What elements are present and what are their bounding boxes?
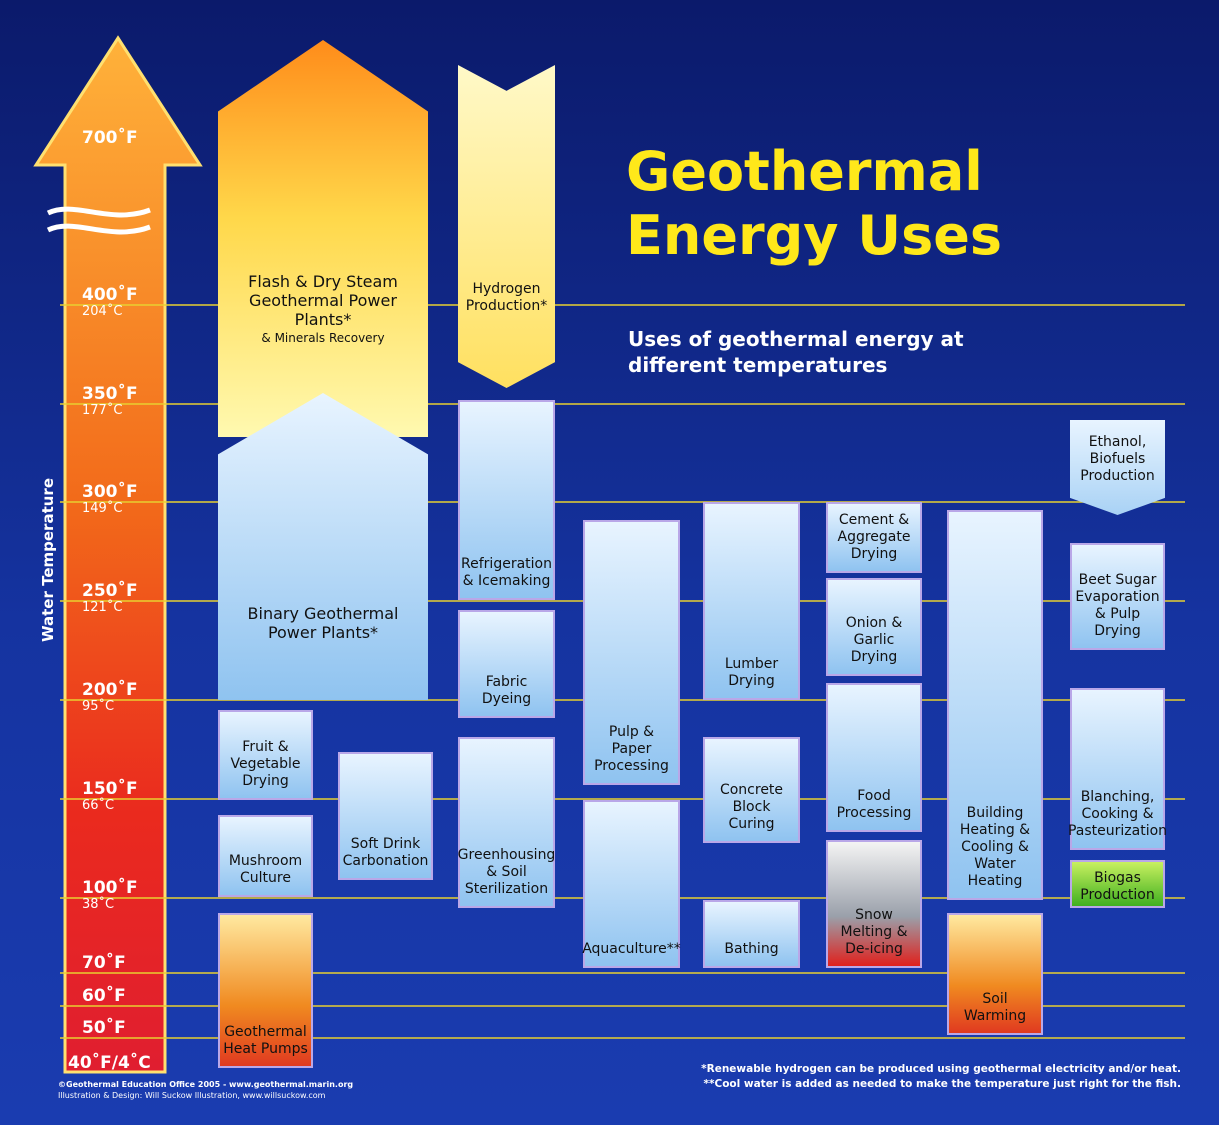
use-box: Concrete Block Curing xyxy=(703,737,800,843)
temperature-label: 250˚F 121˚C xyxy=(82,581,138,616)
celsius: 66˚C xyxy=(82,798,115,813)
scale-break xyxy=(46,206,151,235)
use-label: Lumber Drying xyxy=(724,656,779,689)
use-box: Bathing xyxy=(703,900,800,968)
use-label: Pulp & Paper Processing xyxy=(594,724,669,774)
use-box: Building Heating & Cooling & Water Heati… xyxy=(947,510,1043,900)
use-box: Greenhousing & Soil Sterilization xyxy=(458,737,555,908)
use-box: Blanching, Cooking & Pasteurization xyxy=(1067,688,1168,850)
temperature-label: 300˚F 149˚C xyxy=(82,482,138,517)
use-label: Beet Sugar Evaporation & Pulp Drying xyxy=(1075,572,1160,639)
celsius: 38˚C xyxy=(82,897,115,912)
fahrenheit: 700˚F xyxy=(82,128,138,148)
use-box: Geothermal Heat Pumps xyxy=(218,913,313,1068)
credit: Illustration & Design: Will Suckow Illus… xyxy=(58,1091,326,1100)
temperature-label: 50˚F xyxy=(82,1020,126,1037)
credit: ©Geothermal Education Office 2005 - www.… xyxy=(58,1080,354,1089)
use-label: Fruit & Vegetable Drying xyxy=(230,739,301,789)
celsius: 177˚C xyxy=(82,403,123,418)
use-box: Hydrogen Production* xyxy=(458,65,555,388)
fahrenheit: 40˚F/4˚C xyxy=(68,1053,151,1073)
use-label: Binary Geothermal Power Plants* xyxy=(247,603,399,642)
use-label: Soft Drink Carbonation xyxy=(342,836,429,869)
fahrenheit: 60˚F xyxy=(82,986,126,1006)
use-label: Snow Melting & De-icing xyxy=(840,907,908,957)
temperature-label: 40˚F/4˚C xyxy=(68,1055,151,1072)
fahrenheit: 50˚F xyxy=(82,1018,126,1038)
celsius: 204˚C xyxy=(82,304,123,319)
fahrenheit: 200˚F xyxy=(82,680,138,700)
fahrenheit: 70˚F xyxy=(82,953,126,973)
temperature-label: 700˚F xyxy=(82,130,138,147)
use-label: Building Heating & Cooling & Water Heati… xyxy=(959,805,1031,889)
temperature-label: 200˚F 95˚C xyxy=(82,680,138,715)
fahrenheit: 400˚F xyxy=(82,285,138,305)
use-box: Snow Melting & De-icing xyxy=(826,840,922,968)
use-label: Cement & Aggregate Drying xyxy=(837,512,911,562)
title: Geothermal Energy Uses xyxy=(626,140,1002,267)
temperature-label: 150˚F 66˚C xyxy=(82,779,138,814)
footnote: *Renewable hydrogen can be produced usin… xyxy=(701,1063,1181,1075)
use-box: Mushroom Culture xyxy=(218,815,313,897)
use-box: Soft Drink Carbonation xyxy=(338,752,433,880)
axis-label: Water Temperature xyxy=(39,478,57,642)
use-box: Lumber Drying xyxy=(703,502,800,700)
use-box: Pulp & Paper Processing xyxy=(583,520,680,785)
use-label: Geothermal Heat Pumps xyxy=(223,1024,308,1057)
use-note: & Minerals Recovery xyxy=(261,330,385,345)
use-label: Blanching, Cooking & Pasteurization xyxy=(1067,789,1168,839)
use-label: Ethanol, Biofuels Production xyxy=(1080,434,1155,484)
use-box: Ethanol, Biofuels Production xyxy=(1070,420,1165,515)
subtitle: Uses of geothermal energy at different t… xyxy=(628,327,964,377)
use-box: Cement & Aggregate Drying xyxy=(826,502,922,573)
use-label: Onion & Garlic Drying xyxy=(845,615,903,665)
celsius: 149˚C xyxy=(82,501,123,516)
fahrenheit: 250˚F xyxy=(82,581,138,601)
use-label: Hydrogen Production* xyxy=(465,280,548,314)
use-label: Biogas Production xyxy=(1080,870,1155,903)
temperature-label: 60˚F xyxy=(82,988,126,1005)
fahrenheit: 300˚F xyxy=(82,482,138,502)
use-label: Soil Warming xyxy=(963,991,1027,1024)
celsius: 121˚C xyxy=(82,600,123,615)
use-box: Binary Geothermal Power Plants* xyxy=(218,393,428,700)
use-box: Food Processing xyxy=(826,683,922,832)
use-label: Mushroom Culture xyxy=(228,853,303,886)
fahrenheit: 100˚F xyxy=(82,878,138,898)
use-box: Onion & Garlic Drying xyxy=(826,578,922,676)
fahrenheit: 150˚F xyxy=(82,779,138,799)
temperature-label: 350˚F 177˚C xyxy=(82,384,138,419)
use-label: Aquaculture** xyxy=(582,941,681,957)
use-label: Flash & Dry Steam Geothermal Power Plant… xyxy=(248,271,398,329)
celsius: 95˚C xyxy=(82,699,115,714)
use-label: Greenhousing & Soil Sterilization xyxy=(457,847,556,897)
use-label: Refrigeration & Icemaking xyxy=(461,556,552,589)
use-label: Bathing xyxy=(724,941,779,957)
temperature-label: 400˚F 204˚C xyxy=(82,285,138,320)
use-box: Fabric Dyeing xyxy=(458,610,555,718)
use-box: Fruit & Vegetable Drying xyxy=(218,710,313,800)
use-box: Refrigeration & Icemaking xyxy=(458,400,555,600)
use-label: Concrete Block Curing xyxy=(719,782,784,832)
use-box: Aquaculture** xyxy=(582,800,681,968)
use-box: Soil Warming xyxy=(947,913,1043,1035)
fahrenheit: 350˚F xyxy=(82,384,138,404)
temperature-label: 100˚F 38˚C xyxy=(82,878,138,913)
use-box: Flash & Dry Steam Geothermal Power Plant… xyxy=(218,40,428,437)
use-box: Beet Sugar Evaporation & Pulp Drying xyxy=(1070,543,1165,650)
use-box: Biogas Production xyxy=(1070,860,1165,908)
temperature-arrow xyxy=(33,35,203,1074)
footnote: **Cool water is added as needed to make … xyxy=(703,1078,1181,1090)
use-label: Food Processing xyxy=(836,788,912,821)
temperature-label: 70˚F xyxy=(82,955,126,972)
use-label: Fabric Dyeing xyxy=(481,674,532,707)
